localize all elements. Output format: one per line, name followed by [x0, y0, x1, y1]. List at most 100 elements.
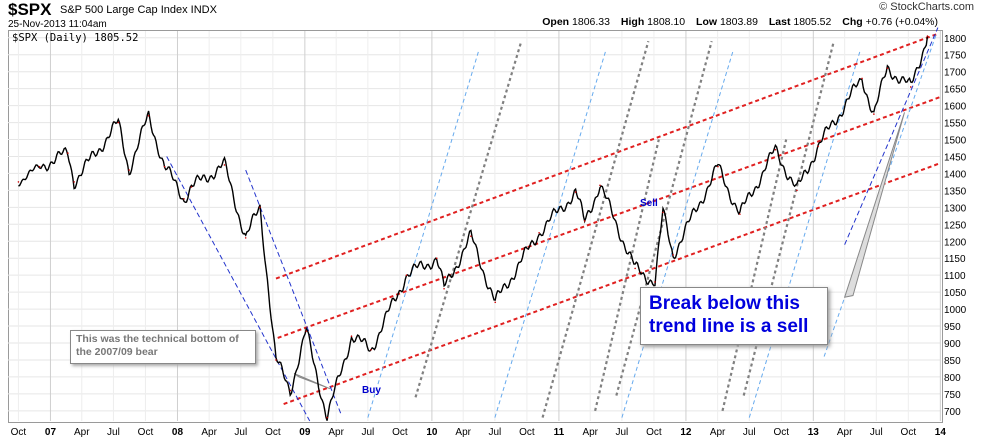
y-tick-label: 1250 — [944, 220, 967, 231]
y-tick-label: 750 — [944, 390, 961, 401]
price-point — [350, 335, 353, 338]
x-tick-label: Apr — [837, 427, 853, 438]
price-point — [796, 189, 798, 192]
chg-label: Chg — [842, 16, 863, 28]
price-point — [443, 287, 445, 290]
price-point — [583, 220, 586, 222]
x-tick-label: Oct — [392, 427, 408, 438]
legend-text: $SPX (Daily) 1805.52 — [12, 32, 139, 44]
price-point — [305, 330, 308, 332]
gann-line-gray — [414, 40, 523, 398]
trend-line-blue — [166, 156, 311, 422]
y-tick-label: 1800 — [944, 34, 967, 45]
gann-line-gray — [541, 40, 650, 418]
price-point — [717, 165, 719, 168]
x-tick-label: Oct — [646, 427, 662, 438]
y-tick-label: 1400 — [944, 169, 967, 180]
price-point — [494, 301, 497, 304]
break-note-pointer — [843, 112, 905, 298]
gann-line-gray — [721, 139, 788, 412]
x-tick-label: Apr — [201, 427, 217, 438]
y-tick-label: 1450 — [944, 152, 967, 163]
price-point — [147, 114, 150, 117]
price-point — [163, 165, 166, 168]
y-tick-label: 850 — [944, 356, 961, 367]
x-tick-label: Oct — [138, 427, 154, 438]
channel-line — [275, 33, 937, 280]
channel-line — [277, 96, 941, 339]
high-label: High — [620, 16, 645, 28]
y-tick-label: 1200 — [944, 237, 967, 248]
price-point — [275, 359, 277, 361]
price-point — [470, 235, 472, 237]
ohlc-readout: Open 1806.33 High 1808.10 Low 1803.89 La… — [542, 16, 946, 28]
x-tick-label: Jul — [234, 427, 247, 438]
technical-bottom-note: This was the technical bottom of the 200… — [70, 330, 256, 364]
bottom-note-pointer — [293, 373, 331, 390]
x-axis-ticks: Oct 07 Apr Jul Oct 08 Apr Jul Oct 09 Apr Jul Oct 10 Ap… — [11, 427, 947, 438]
price-point — [861, 77, 863, 80]
price-point — [435, 257, 438, 260]
price-point — [38, 165, 41, 168]
price-point — [774, 148, 777, 151]
instrument-name: S&P 500 Large Cap Index INDX — [60, 4, 217, 16]
open-value: 1806.33 — [572, 16, 610, 28]
gann-line-blue — [621, 51, 734, 418]
gann-line-blue — [367, 51, 480, 418]
y-tick-label: 800 — [944, 373, 961, 384]
x-tick-label: Jul — [107, 427, 120, 438]
price-point — [538, 231, 540, 234]
price-point — [926, 35, 929, 37]
x-tick-label: Oct — [265, 427, 281, 438]
timestamp: 25-Nov-2013 11:04am — [8, 19, 107, 30]
last-value: 1805.52 — [793, 16, 832, 28]
low-label: Low — [696, 16, 718, 28]
trend-line-blue — [245, 169, 342, 415]
chg-value: +0.76 (+0.04%) — [865, 16, 938, 28]
price-point — [739, 213, 741, 215]
high-value: 1808.10 — [647, 16, 686, 28]
price-point — [662, 211, 664, 214]
price-point — [183, 198, 185, 200]
x-tick-label: Jul — [743, 427, 756, 438]
x-tick-label: 11 — [554, 427, 565, 438]
x-tick-label: 07 — [45, 427, 57, 438]
price-point — [259, 206, 261, 209]
x-tick-label: Oct — [519, 427, 535, 438]
sell-label: Sell — [640, 198, 658, 209]
x-tick-label: 09 — [299, 427, 311, 438]
x-tick-label: 13 — [808, 427, 820, 438]
y-tick-label: 1550 — [944, 119, 967, 130]
price-point — [886, 67, 889, 70]
price-point — [405, 274, 408, 276]
price-point — [67, 152, 69, 154]
y-tick-label: 1500 — [944, 136, 967, 147]
symbol: $SPX — [8, 0, 52, 19]
x-tick-label: Jul — [616, 427, 629, 438]
y-tick-label: 1050 — [944, 288, 967, 299]
y-tick-label: 1000 — [944, 305, 967, 316]
gann-line-blue — [748, 51, 861, 418]
break-trendline-note: Break below this trend line is a sell — [640, 287, 828, 345]
y-tick-label: 1650 — [944, 85, 967, 96]
x-tick-label: Oct — [901, 427, 917, 438]
price-point — [117, 121, 120, 124]
y-tick-label: 950 — [944, 322, 961, 333]
y-tick-label: 1100 — [944, 271, 966, 282]
overlay-lines — [166, 27, 941, 422]
price-point — [909, 86, 912, 88]
price-point — [873, 113, 875, 115]
price-point — [326, 416, 328, 419]
gann-line-gray — [615, 40, 713, 396]
price-point — [634, 267, 636, 270]
price-point — [17, 181, 20, 183]
y-tick-label: 900 — [944, 339, 961, 350]
price-point — [654, 281, 656, 283]
price-line — [18, 36, 929, 421]
x-tick-label: Apr — [74, 427, 90, 438]
price-point — [73, 181, 75, 183]
x-tick-label: 08 — [172, 427, 184, 438]
gann-line-blue — [494, 51, 607, 418]
y-tick-label: 1600 — [944, 102, 967, 113]
price-point — [817, 145, 819, 148]
